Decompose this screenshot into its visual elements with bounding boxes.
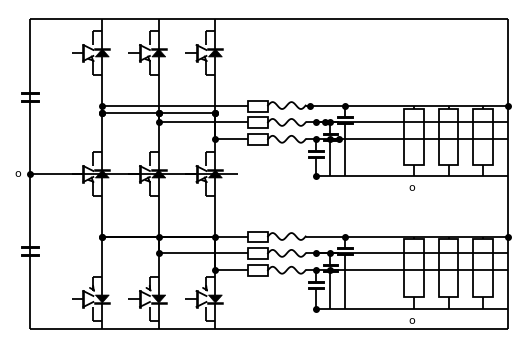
Bar [248, 265, 268, 276]
Polygon shape [95, 49, 109, 57]
Bar [404, 109, 423, 165]
Bar [248, 134, 268, 145]
Bar [473, 109, 493, 165]
Bar [248, 248, 268, 259]
Polygon shape [152, 49, 166, 57]
Bar [439, 239, 458, 297]
Text: o: o [409, 316, 415, 326]
Bar [404, 239, 423, 297]
Bar [248, 118, 268, 128]
Polygon shape [95, 170, 109, 178]
Polygon shape [152, 170, 166, 178]
Polygon shape [208, 295, 223, 303]
Polygon shape [208, 49, 223, 57]
Bar [248, 231, 268, 243]
Text: o: o [15, 169, 21, 179]
Polygon shape [95, 295, 109, 303]
Bar [473, 239, 493, 297]
Bar [439, 109, 458, 165]
Polygon shape [208, 170, 223, 178]
Text: o: o [409, 183, 415, 193]
Polygon shape [152, 295, 166, 303]
Bar [248, 101, 268, 111]
